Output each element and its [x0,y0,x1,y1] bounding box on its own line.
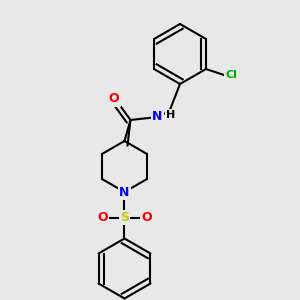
Text: O: O [141,211,152,224]
Text: N: N [119,185,130,199]
Text: H: H [167,110,176,121]
Text: Cl: Cl [226,70,237,80]
Text: O: O [97,211,108,224]
Text: S: S [120,211,129,224]
Text: N: N [152,110,163,124]
Text: O: O [109,92,119,106]
